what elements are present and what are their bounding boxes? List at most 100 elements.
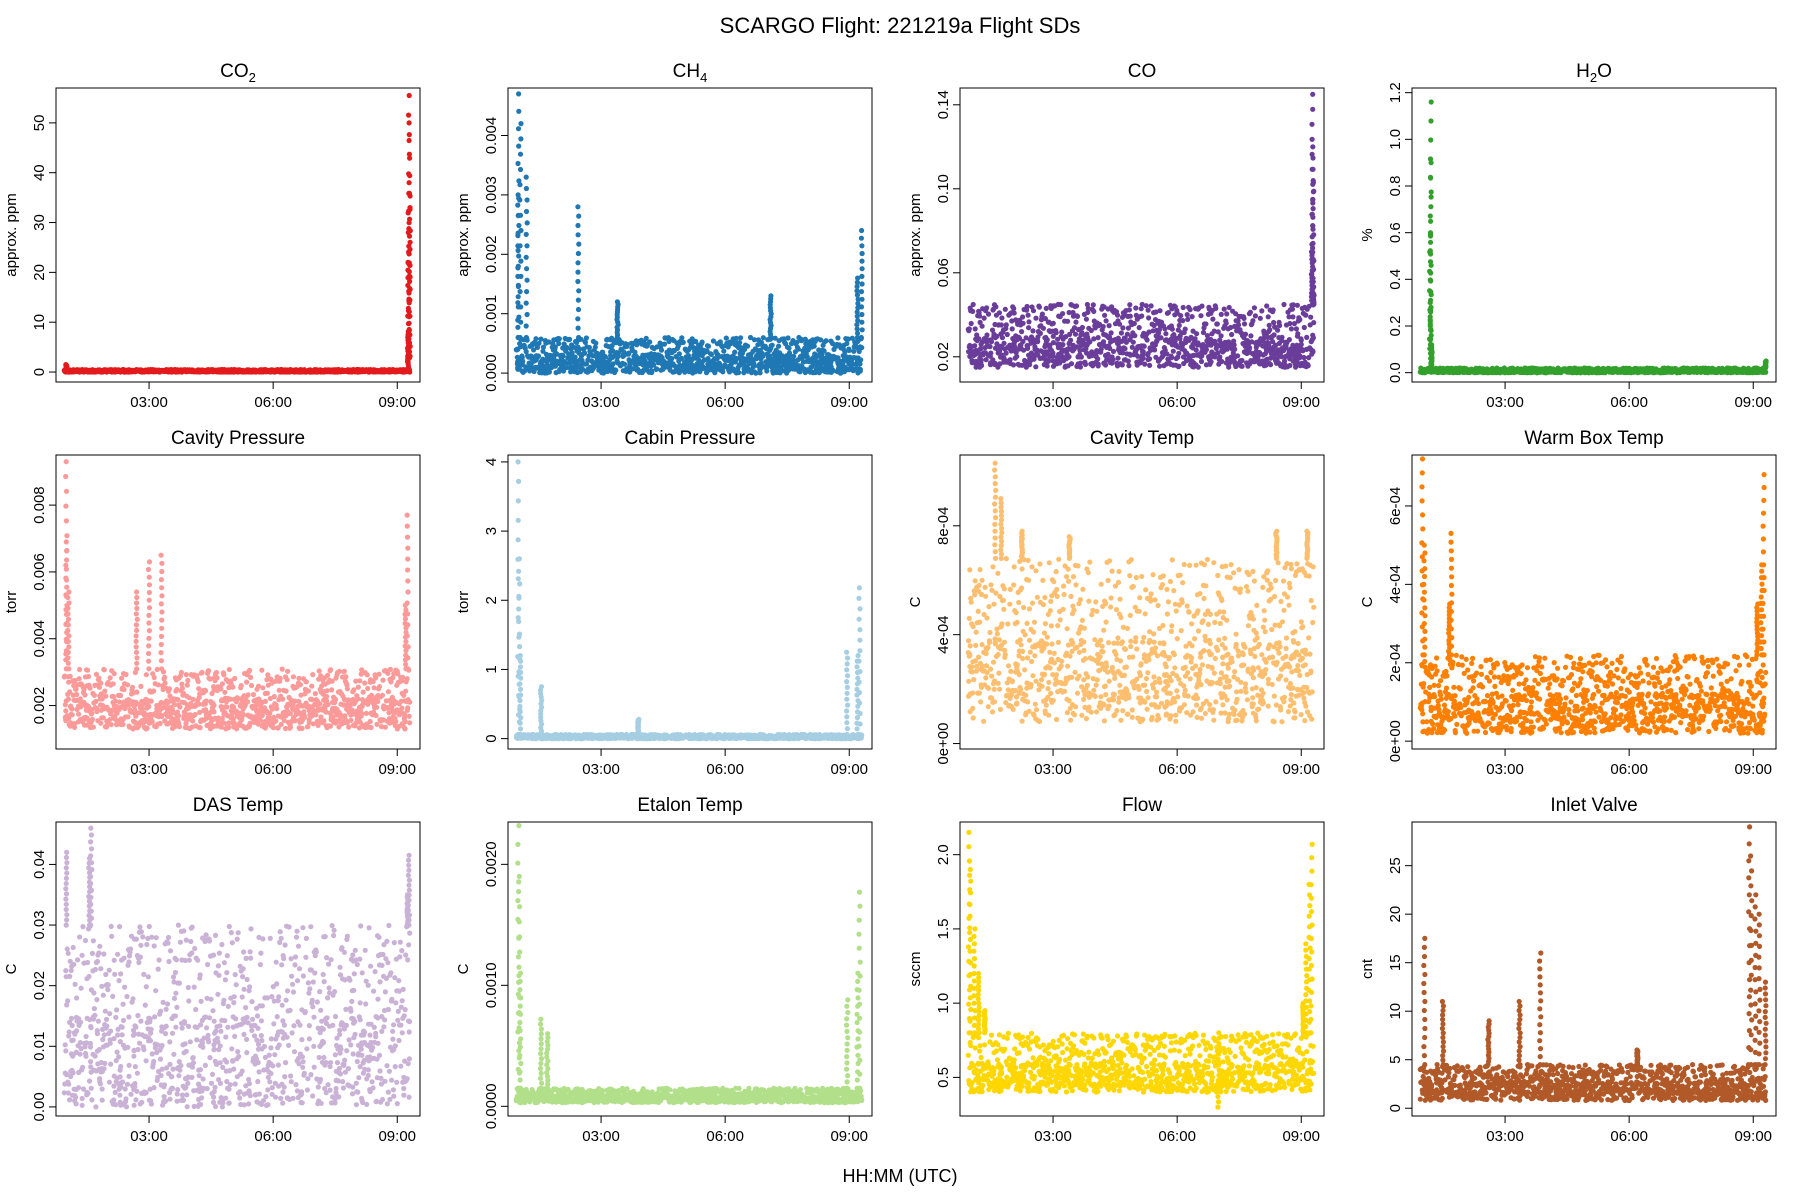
data-point xyxy=(1001,340,1007,346)
data-point xyxy=(1102,312,1108,318)
data-point xyxy=(1577,368,1583,374)
data-point xyxy=(1033,364,1039,370)
data-point xyxy=(556,336,562,342)
data-point xyxy=(1213,341,1219,347)
y-axis-label: approx. ppm xyxy=(907,193,924,276)
data-point xyxy=(1290,314,1296,320)
data-point xyxy=(1287,320,1293,327)
data-point xyxy=(1133,305,1139,311)
data-point xyxy=(835,335,841,341)
y-tick-label: 0.02 xyxy=(935,342,952,371)
data-point xyxy=(726,369,733,375)
data-point xyxy=(1293,364,1299,370)
data-point xyxy=(694,362,701,368)
data-point xyxy=(639,355,645,361)
data-point xyxy=(550,353,557,359)
data-point xyxy=(1195,340,1201,346)
data-point xyxy=(1014,353,1020,359)
spike-point xyxy=(1428,99,1434,105)
data-point xyxy=(1625,369,1632,375)
spike-point xyxy=(575,250,582,257)
data-point xyxy=(1100,324,1106,330)
spike-point xyxy=(1428,328,1434,334)
data-point xyxy=(802,368,808,375)
data-point xyxy=(1073,303,1080,309)
data-point xyxy=(1676,369,1682,375)
data-point xyxy=(1039,355,1045,361)
spike-point xyxy=(1427,249,1433,255)
data-point xyxy=(1188,353,1195,359)
data-point xyxy=(1249,339,1255,345)
data-point xyxy=(795,346,802,352)
spike-point xyxy=(523,208,530,215)
data-point xyxy=(1232,354,1238,360)
data-point xyxy=(1195,364,1201,370)
data-point xyxy=(609,354,616,360)
data-point xyxy=(983,338,989,344)
data-point xyxy=(252,368,258,374)
spike-point xyxy=(1308,249,1315,255)
data-point xyxy=(1289,306,1295,312)
data-point xyxy=(1125,358,1131,364)
data-point xyxy=(1219,347,1225,353)
data-point xyxy=(1233,363,1239,370)
data-point xyxy=(985,311,992,317)
spike-point xyxy=(407,193,413,199)
data-point xyxy=(818,368,824,374)
spike-point xyxy=(407,173,413,179)
spike-point xyxy=(1428,304,1434,310)
data-point xyxy=(760,353,766,359)
spike-point xyxy=(407,216,413,222)
data-point xyxy=(1095,335,1101,341)
data-point xyxy=(684,366,691,372)
data-point xyxy=(1003,322,1009,328)
spike-point xyxy=(406,137,412,144)
data-point xyxy=(787,361,793,367)
data-point xyxy=(1257,338,1263,344)
data-point xyxy=(573,363,579,369)
data-point xyxy=(175,369,181,375)
spike-point xyxy=(614,299,621,305)
spike-point xyxy=(524,266,530,272)
spike-point xyxy=(515,324,521,330)
spike-point xyxy=(515,283,522,290)
data-point xyxy=(1277,322,1283,329)
data-point xyxy=(1248,358,1254,364)
spike-point xyxy=(515,202,521,208)
data-point xyxy=(1114,312,1121,318)
spike-point xyxy=(575,297,582,303)
spike-point xyxy=(407,155,413,161)
spike-point xyxy=(1428,218,1434,224)
spike-point xyxy=(524,197,530,203)
spike-point xyxy=(1310,214,1316,220)
data-point xyxy=(204,368,210,374)
data-point xyxy=(1557,369,1564,375)
data-point xyxy=(1066,354,1072,360)
spike-point xyxy=(1310,106,1316,112)
spike-point xyxy=(523,300,529,306)
spike-point xyxy=(518,319,524,325)
data-point xyxy=(1122,346,1128,352)
data-point xyxy=(667,367,673,373)
data-point xyxy=(742,358,749,364)
data-point xyxy=(1591,369,1598,375)
data-point xyxy=(1294,348,1300,354)
data-point xyxy=(1288,326,1294,332)
data-point xyxy=(969,357,975,364)
data-point xyxy=(1141,343,1147,349)
spike-point xyxy=(1311,188,1317,194)
data-point xyxy=(1241,315,1247,321)
data-point xyxy=(829,355,836,361)
data-point xyxy=(99,368,105,374)
spike-point xyxy=(406,320,412,326)
spike-point xyxy=(576,334,582,341)
data-point xyxy=(593,340,599,346)
data-point xyxy=(1010,341,1016,347)
y-tick-label: 40 xyxy=(31,164,48,181)
spike-point xyxy=(1427,239,1434,245)
data-point xyxy=(168,368,174,374)
data-point xyxy=(1252,313,1258,319)
data-point xyxy=(775,354,781,360)
